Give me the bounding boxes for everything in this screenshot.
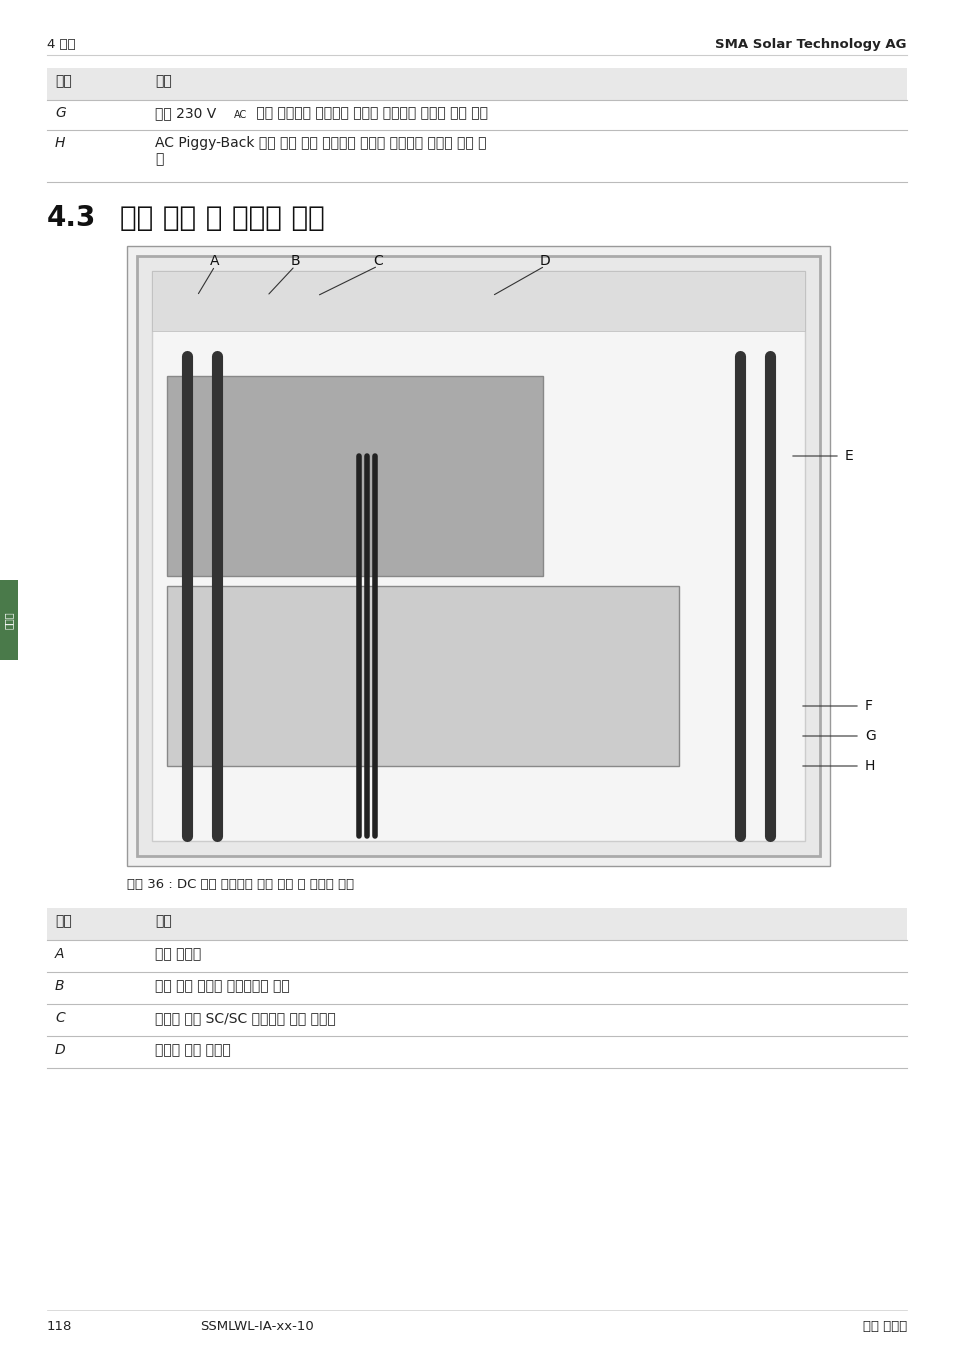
Text: 위치: 위치 [55,914,71,927]
Text: F: F [864,699,872,714]
Bar [47,909,906,940]
Text: 위치: 위치 [55,74,71,88]
Text: 설치 위치 및 케이블 경로: 설치 위치 및 케이블 경로 [120,204,324,232]
Text: D: D [55,1043,66,1057]
Bar [167,376,542,575]
Text: AC Piggy-Back 외부 기능 접지 케이블용 케이블 글랜드가 설치된 외함 구
명: AC Piggy-Back 외부 기능 접지 케이블용 케이블 글랜드가 설치된… [154,135,486,167]
Text: 케이블 경로 SC/SC 듀플렉스 패치 케이블: 케이블 경로 SC/SC 듀플렉스 패치 케이블 [154,1011,335,1025]
Text: 명칭: 명칭 [154,74,172,88]
Bar [152,271,804,841]
Text: AC: AC [233,110,247,121]
Bar [47,68,906,100]
Text: 4.3: 4.3 [47,204,96,232]
Text: B: B [290,255,299,268]
Text: C: C [55,1011,65,1025]
Bar [152,271,804,330]
Text: B: B [55,979,65,992]
Text: 전압 공급장치 케이블용 케이블 글랜드가 설치된 외함 구멍: 전압 공급장치 케이블용 케이블 글랜드가 설치된 외함 구멍 [252,106,488,121]
Text: C: C [373,255,382,268]
Text: 그림 36 : DC 하위 분전반의 장착 위치 및 케이블 경로: 그림 36 : DC 하위 분전반의 장착 위치 및 케이블 경로 [127,877,354,891]
Text: 한국어: 한국어 [4,611,14,628]
Bar [127,246,829,867]
Text: D: D [539,255,550,268]
Bar [167,586,679,766]
Text: SSMLWL-IA-xx-10: SSMLWL-IA-xx-10 [200,1320,314,1332]
Bar [0,580,18,659]
Text: 명칭: 명칭 [154,914,172,927]
Text: 케이블 경로 광섬유: 케이블 경로 광섬유 [154,1043,231,1057]
Text: H: H [55,135,66,150]
Text: 장착 위치 광섬유 스플라이스 박스: 장착 위치 광섬유 스플라이스 박스 [154,979,290,992]
Text: 118: 118 [47,1320,72,1332]
Bar [137,256,820,856]
Text: E: E [844,450,853,463]
Text: 엔드 클램프: 엔드 클램프 [154,946,201,961]
Text: 설치 매뉴얼: 설치 매뉴얼 [862,1320,906,1332]
Text: A: A [55,946,65,961]
Text: SMA Solar Technology AG: SMA Solar Technology AG [715,38,906,51]
Text: 4 설치: 4 설치 [47,38,75,51]
Text: A: A [210,255,219,268]
Text: 외부 230 V: 외부 230 V [154,106,216,121]
Text: H: H [864,760,875,773]
Text: G: G [55,106,66,121]
Text: G: G [864,728,875,743]
